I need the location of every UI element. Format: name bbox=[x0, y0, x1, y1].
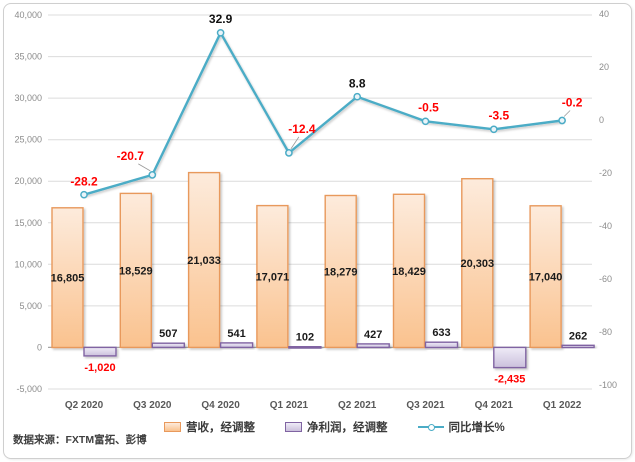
revenue-swatch-icon bbox=[164, 422, 181, 432]
growth-point-marker[interactable] bbox=[148, 171, 157, 179]
growth-point-marker[interactable] bbox=[285, 149, 293, 157]
growth-value-label: 32.9 bbox=[209, 12, 233, 26]
revenue-value-label: 16,805 bbox=[51, 273, 85, 285]
profit-value-label: -2,435 bbox=[494, 374, 525, 386]
category-label: Q4 2020 bbox=[201, 400, 240, 411]
category-label: Q1 2021 bbox=[270, 400, 309, 411]
revenue-value-label: 18,429 bbox=[392, 266, 426, 278]
label-leader-line bbox=[138, 163, 151, 172]
left-axis-tick: 30,000 bbox=[14, 93, 42, 103]
left-axis-tick: 5,000 bbox=[19, 301, 42, 311]
growth-point-marker[interactable] bbox=[421, 117, 430, 126]
revenue-value-label: 20,303 bbox=[460, 258, 494, 270]
left-axis-tick: 25,000 bbox=[14, 135, 42, 145]
right-axis-tick: -100 bbox=[599, 380, 617, 390]
line-marker-icon bbox=[417, 423, 444, 431]
profit-value-label: 102 bbox=[296, 332, 314, 344]
profit-bar[interactable] bbox=[561, 344, 595, 349]
profit-value-label: 633 bbox=[432, 327, 450, 339]
label-leader-line bbox=[563, 110, 571, 117]
category-label: Q2 2020 bbox=[65, 400, 104, 411]
category-label: Q4 2021 bbox=[475, 400, 514, 411]
right-axis-tick: 20 bbox=[599, 62, 609, 72]
profit-bar[interactable] bbox=[356, 343, 390, 349]
legend-label-growth: 同比增长% bbox=[448, 422, 505, 434]
category-label: Q2 2021 bbox=[338, 400, 377, 411]
profit-value-label: 541 bbox=[227, 328, 245, 340]
profit-swatch-icon bbox=[285, 422, 302, 432]
profit-bar[interactable] bbox=[493, 346, 527, 369]
category-label: Q3 2020 bbox=[133, 400, 172, 411]
profit-value-label: 427 bbox=[364, 329, 382, 341]
left-axis-tick: 35,000 bbox=[14, 52, 42, 62]
revenue-bar[interactable] bbox=[392, 193, 426, 349]
revenue-value-label: 17,071 bbox=[256, 272, 290, 284]
right-axis-tick: -40 bbox=[599, 221, 612, 231]
growth-point-marker[interactable] bbox=[558, 116, 566, 125]
revenue-bar[interactable] bbox=[324, 194, 357, 349]
category-label: Q1 2022 bbox=[543, 400, 582, 411]
right-axis-tick: 0 bbox=[599, 115, 604, 125]
source-note: 数据来源：FXTM富拓、彭博 bbox=[13, 434, 147, 446]
growth-point-marker[interactable] bbox=[80, 190, 88, 199]
legend-item-revenue[interactable]: 营收，经调整 bbox=[164, 419, 255, 435]
growth-point-marker[interactable] bbox=[353, 92, 362, 101]
profit-bar[interactable] bbox=[151, 342, 186, 349]
revenue-value-label: 17,040 bbox=[529, 272, 563, 284]
legend-label-revenue: 营收，经调整 bbox=[186, 422, 255, 434]
growth-value-label: -20.7 bbox=[117, 149, 145, 163]
left-axis-tick: 20,000 bbox=[14, 176, 42, 186]
left-axis-tick: 40,000 bbox=[14, 10, 42, 20]
revenue-bar[interactable] bbox=[187, 171, 221, 349]
growth-line[interactable] bbox=[82, 31, 564, 196]
revenue-bar[interactable] bbox=[256, 204, 289, 349]
growth-value-label: -0.2 bbox=[562, 96, 583, 110]
revenue-value-label: 21,033 bbox=[187, 255, 221, 267]
label-leader-line bbox=[290, 136, 300, 150]
legend-item-growth[interactable]: 同比增长% bbox=[417, 419, 505, 435]
growth-point-marker[interactable] bbox=[216, 28, 225, 37]
revenue-bar[interactable] bbox=[51, 207, 84, 349]
left-axis-tick: 0 bbox=[37, 342, 42, 352]
profit-bar[interactable] bbox=[288, 345, 322, 349]
revenue-value-label: 18,279 bbox=[324, 267, 358, 279]
revenue-bar[interactable] bbox=[529, 205, 562, 349]
growth-value-label: -3.5 bbox=[488, 108, 509, 122]
growth-value-label: 8.8 bbox=[349, 77, 366, 91]
legend-label-profit: 净利润，经调整 bbox=[307, 422, 388, 434]
growth-value-label: -0.5 bbox=[418, 100, 439, 114]
revenue-bar[interactable] bbox=[461, 177, 494, 349]
profit-value-label: 262 bbox=[569, 330, 587, 342]
right-axis-tick: -60 bbox=[599, 274, 612, 284]
revenue-bar[interactable] bbox=[119, 192, 153, 349]
growth-value-label: -12.4 bbox=[288, 122, 316, 136]
chart-legend: 营收，经调整 净利润，经调整 同比增长% bbox=[164, 419, 505, 435]
chart-frame bbox=[3, 3, 632, 459]
left-axis-tick: -5,000 bbox=[16, 384, 42, 394]
left-axis-tick: 10,000 bbox=[14, 259, 42, 269]
profit-bar[interactable] bbox=[219, 342, 254, 349]
revenue-value-label: 18,529 bbox=[119, 265, 153, 277]
left-axis-tick: 15,000 bbox=[14, 218, 42, 228]
right-axis-tick: 40 bbox=[599, 9, 609, 19]
profit-value-label: -1,020 bbox=[84, 362, 115, 374]
category-label: Q3 2021 bbox=[406, 400, 445, 411]
profit-bar[interactable] bbox=[83, 346, 117, 357]
legend-item-profit[interactable]: 净利润，经调整 bbox=[285, 419, 388, 435]
growth-value-label: -28.2 bbox=[70, 175, 98, 189]
right-axis-tick: -20 bbox=[599, 168, 612, 178]
profit-bar[interactable] bbox=[424, 341, 459, 349]
right-axis-tick: -80 bbox=[599, 327, 612, 337]
growth-point-marker[interactable] bbox=[489, 125, 498, 134]
profit-value-label: 507 bbox=[159, 328, 177, 340]
